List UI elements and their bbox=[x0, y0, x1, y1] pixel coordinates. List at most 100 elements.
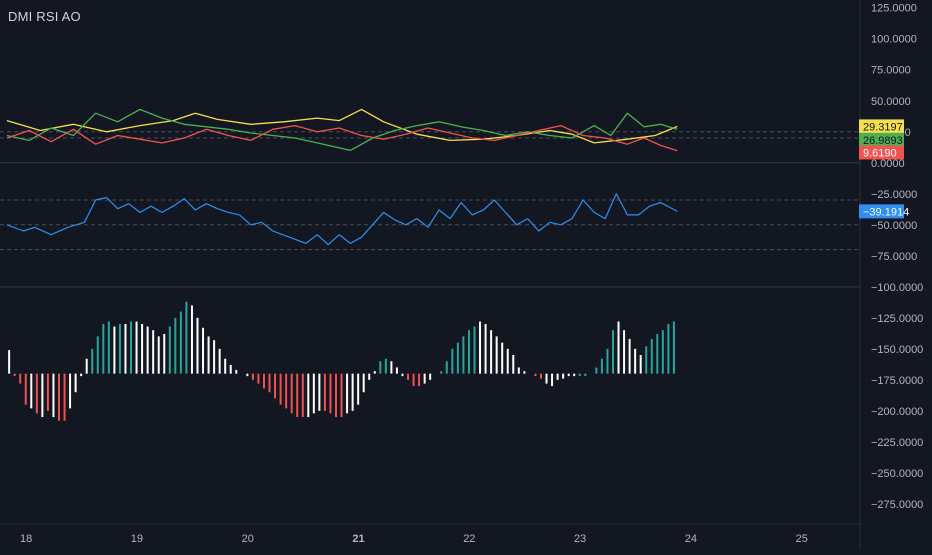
ao-bar bbox=[384, 358, 387, 374]
y-tick-label: −200.0000 bbox=[871, 406, 923, 418]
ao-bar bbox=[135, 321, 138, 374]
ao-bar bbox=[368, 373, 371, 380]
y-tick-label: −75.0000 bbox=[871, 251, 917, 263]
ao-bar bbox=[207, 336, 210, 374]
y-tick-label: −125.0000 bbox=[871, 313, 923, 325]
y-tick-label: −275.0000 bbox=[871, 499, 923, 511]
ao-bar bbox=[639, 355, 642, 374]
ao-bar bbox=[501, 342, 504, 374]
x-tick-label: 19 bbox=[131, 533, 143, 545]
ao-bar bbox=[229, 364, 232, 374]
ao-bar bbox=[268, 373, 271, 393]
y-tick-label: −25.0000 bbox=[871, 189, 917, 201]
ao-bar bbox=[251, 373, 254, 380]
ao-bar bbox=[445, 361, 448, 374]
x-tick-label: 25 bbox=[796, 533, 808, 545]
ao-bar bbox=[395, 367, 398, 374]
ao-bar bbox=[645, 346, 648, 374]
ao-bar bbox=[57, 373, 60, 421]
ao-bar bbox=[611, 330, 614, 374]
rsi-last-value: −39.1914 bbox=[863, 206, 909, 218]
ao-bar bbox=[512, 355, 515, 374]
ao-bar bbox=[473, 326, 476, 374]
x-tick-label: 22 bbox=[463, 533, 475, 545]
y-tick-label: 100.0000 bbox=[871, 34, 917, 46]
ao-bar bbox=[418, 373, 421, 387]
ao-bar bbox=[257, 373, 260, 384]
ao-bar bbox=[141, 324, 144, 374]
ao-bar bbox=[30, 373, 33, 409]
y-tick-label: −50.0000 bbox=[871, 220, 917, 232]
ao-bar bbox=[179, 311, 182, 374]
ao-bar bbox=[506, 348, 509, 374]
ao-bar bbox=[401, 373, 404, 377]
y-tick-label: −100.0000 bbox=[871, 282, 923, 294]
ao-bar bbox=[279, 373, 282, 405]
ao-bar bbox=[606, 348, 609, 374]
ao-bar bbox=[617, 321, 620, 374]
dmi-adx-last-value: 29.3197 bbox=[863, 121, 903, 133]
ao-bar bbox=[296, 373, 299, 418]
ao-bar bbox=[13, 373, 16, 377]
ao-bar bbox=[672, 321, 675, 374]
ao-bar bbox=[484, 324, 487, 374]
ao-bar bbox=[218, 348, 221, 374]
ao-bar bbox=[650, 338, 653, 374]
ao-bar bbox=[329, 373, 332, 414]
ao-bar bbox=[196, 317, 199, 374]
ao-bar bbox=[63, 373, 66, 421]
ao-bar bbox=[190, 305, 193, 374]
ao-bar bbox=[96, 336, 99, 374]
ao-bar bbox=[562, 373, 565, 379]
ao-bar bbox=[667, 324, 670, 374]
dmi-plus-line bbox=[6, 108, 678, 152]
ao-bar bbox=[628, 338, 631, 374]
rsi-last-value-bg bbox=[859, 204, 904, 219]
ao-bar bbox=[318, 373, 321, 411]
ao-bar bbox=[274, 373, 277, 399]
ao-bar bbox=[41, 373, 44, 418]
x-tick-label: 18 bbox=[20, 533, 32, 545]
dmi-plus-last-value-bg bbox=[859, 132, 904, 147]
ao-bar bbox=[407, 373, 410, 380]
ao-bar bbox=[69, 373, 72, 409]
x-tick-label: 24 bbox=[685, 533, 697, 545]
ao-bar bbox=[91, 348, 94, 374]
ao-bar bbox=[490, 330, 493, 374]
ao-bar bbox=[495, 336, 498, 374]
ao-bar bbox=[467, 330, 470, 374]
ao-bar bbox=[634, 348, 637, 374]
ao-bar bbox=[246, 373, 249, 377]
ao-bar bbox=[451, 348, 454, 374]
ao-bar bbox=[412, 373, 415, 387]
y-tick-label: 0.0000 bbox=[871, 158, 905, 170]
ao-bar bbox=[567, 373, 570, 377]
ao-bar bbox=[390, 361, 393, 374]
ao-bar bbox=[462, 336, 465, 374]
dmi-adx-last-value-bg bbox=[859, 119, 904, 134]
ao-bar bbox=[290, 373, 293, 414]
y-tick-label: −150.0000 bbox=[871, 344, 923, 356]
ao-bar bbox=[578, 373, 581, 377]
y-tick-label: 125.0000 bbox=[871, 3, 917, 15]
ao-bar bbox=[440, 371, 443, 374]
ao-bar bbox=[80, 373, 83, 377]
ao-bar bbox=[157, 336, 160, 374]
ao-bar bbox=[102, 324, 105, 374]
ao-bar bbox=[85, 358, 88, 374]
ao-bar bbox=[262, 373, 265, 389]
ao-bar bbox=[118, 324, 121, 374]
ao-bar bbox=[52, 373, 55, 418]
ao-bar bbox=[656, 333, 659, 374]
ao-bar bbox=[174, 317, 177, 374]
y-tick-label: 75.0000 bbox=[871, 65, 911, 77]
ao-bar bbox=[340, 373, 343, 418]
ao-bar bbox=[152, 330, 155, 374]
ao-bar bbox=[362, 373, 365, 393]
dmi-minus-last-value-bg bbox=[859, 145, 904, 160]
ao-bar bbox=[323, 373, 326, 411]
ao-bar bbox=[312, 373, 315, 414]
ao-bar bbox=[168, 326, 171, 374]
